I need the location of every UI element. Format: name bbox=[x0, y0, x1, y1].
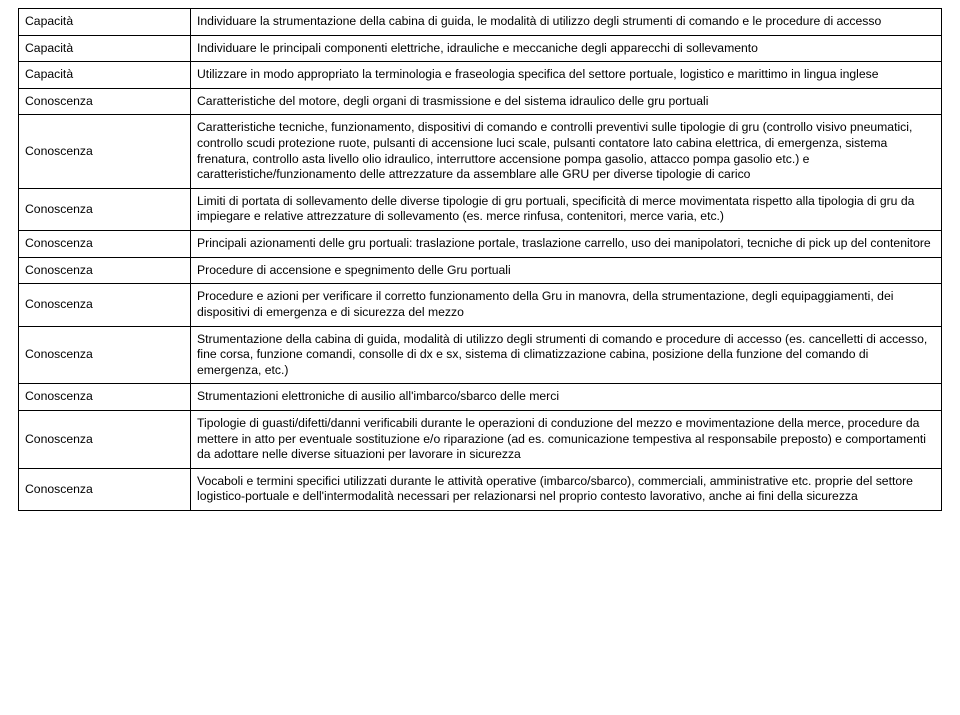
row-label: Capacità bbox=[19, 35, 191, 62]
row-text: Caratteristiche del motore, degli organi… bbox=[191, 88, 942, 115]
table-row: Conoscenza Strumentazioni elettroniche d… bbox=[19, 384, 942, 411]
row-label: Capacità bbox=[19, 62, 191, 89]
row-label: Conoscenza bbox=[19, 284, 191, 326]
row-label: Conoscenza bbox=[19, 231, 191, 258]
table-row: Conoscenza Procedure di accensione e spe… bbox=[19, 257, 942, 284]
table-row: Capacità Utilizzare in modo appropriato … bbox=[19, 62, 942, 89]
table-row: Capacità Individuare le principali compo… bbox=[19, 35, 942, 62]
row-label: Conoscenza bbox=[19, 468, 191, 510]
table-row: Conoscenza Vocaboli e termini specifici … bbox=[19, 468, 942, 510]
row-text: Strumentazioni elettroniche di ausilio a… bbox=[191, 384, 942, 411]
row-text: Vocaboli e termini specifici utilizzati … bbox=[191, 468, 942, 510]
row-text: Individuare le principali componenti ele… bbox=[191, 35, 942, 62]
row-text: Procedure di accensione e spegnimento de… bbox=[191, 257, 942, 284]
row-label: Capacità bbox=[19, 9, 191, 36]
row-label: Conoscenza bbox=[19, 88, 191, 115]
row-text: Limiti di portata di sollevamento delle … bbox=[191, 188, 942, 230]
row-text: Principali azionamenti delle gru portual… bbox=[191, 231, 942, 258]
table-body: Capacità Individuare la strumentazione d… bbox=[19, 9, 942, 511]
row-text: Caratteristiche tecniche, funzionamento,… bbox=[191, 115, 942, 188]
row-text: Strumentazione della cabina di guida, mo… bbox=[191, 326, 942, 384]
row-text: Tipologie di guasti/difetti/danni verifi… bbox=[191, 410, 942, 468]
competency-table: Capacità Individuare la strumentazione d… bbox=[18, 8, 942, 511]
row-label: Conoscenza bbox=[19, 384, 191, 411]
table-row: Conoscenza Limiti di portata di sollevam… bbox=[19, 188, 942, 230]
table-row: Conoscenza Procedure e azioni per verifi… bbox=[19, 284, 942, 326]
table-row: Conoscenza Strumentazione della cabina d… bbox=[19, 326, 942, 384]
row-label: Conoscenza bbox=[19, 410, 191, 468]
table-row: Conoscenza Tipologie di guasti/difetti/d… bbox=[19, 410, 942, 468]
table-row: Conoscenza Principali azionamenti delle … bbox=[19, 231, 942, 258]
row-text: Utilizzare in modo appropriato la termin… bbox=[191, 62, 942, 89]
table-row: Capacità Individuare la strumentazione d… bbox=[19, 9, 942, 36]
row-text: Individuare la strumentazione della cabi… bbox=[191, 9, 942, 36]
row-label: Conoscenza bbox=[19, 326, 191, 384]
document-page: Capacità Individuare la strumentazione d… bbox=[0, 0, 960, 715]
row-label: Conoscenza bbox=[19, 188, 191, 230]
row-label: Conoscenza bbox=[19, 115, 191, 188]
row-label: Conoscenza bbox=[19, 257, 191, 284]
row-text: Procedure e azioni per verificare il cor… bbox=[191, 284, 942, 326]
table-row: Conoscenza Caratteristiche del motore, d… bbox=[19, 88, 942, 115]
table-row: Conoscenza Caratteristiche tecniche, fun… bbox=[19, 115, 942, 188]
